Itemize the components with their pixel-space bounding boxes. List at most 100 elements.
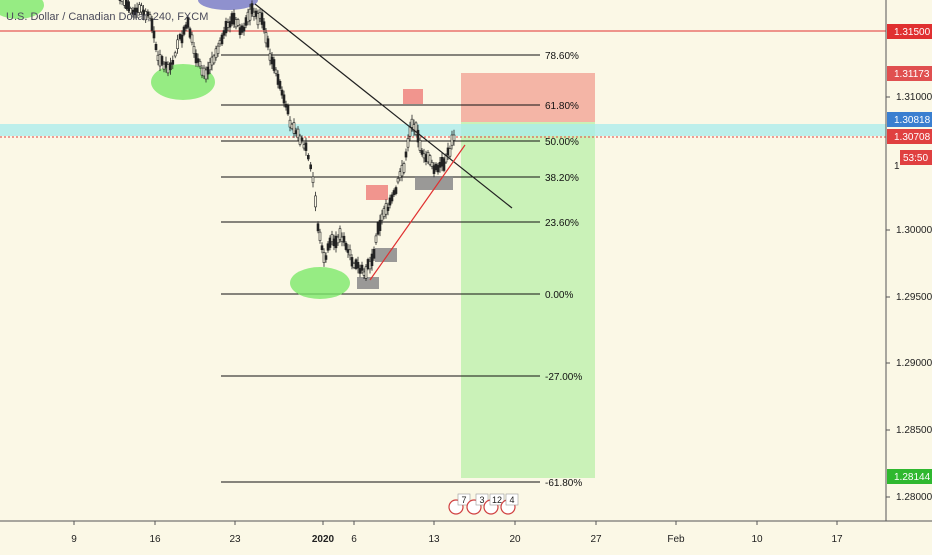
price-label-text: 1.30708	[894, 132, 931, 143]
candle-body	[192, 46, 196, 54]
candle-body	[234, 19, 238, 28]
candle-body	[150, 18, 154, 31]
candle-body	[236, 19, 240, 26]
fib-label-61-8: 61.80%	[545, 101, 579, 112]
candle-body	[420, 150, 424, 155]
candle-body	[452, 134, 456, 141]
candle-body	[311, 176, 315, 183]
candle-body	[244, 17, 248, 26]
candle-body	[188, 28, 192, 38]
candle-body	[216, 45, 220, 54]
candle-body	[330, 234, 334, 242]
candle-body	[160, 56, 164, 65]
uptrend-line[interactable]	[369, 144, 466, 281]
candle-body	[304, 142, 308, 151]
candle-body	[266, 38, 270, 48]
symbol-title[interactable]: U.S. Dollar / Canadian Dollar, 240, FXCM	[6, 11, 208, 23]
candle-body	[182, 26, 186, 35]
badge-box	[457, 493, 471, 506]
take-profit-zone[interactable]	[461, 122, 595, 478]
price-tick: 1.29000	[896, 358, 932, 369]
candle-body	[288, 119, 292, 128]
supply-box[interactable]	[403, 89, 423, 104]
time-axis-bg	[0, 521, 932, 550]
candle-body	[272, 59, 276, 71]
candle-body	[218, 40, 222, 45]
badge-box	[505, 493, 519, 506]
candle-body	[176, 39, 179, 49]
price-tick: 1.28000	[896, 492, 932, 503]
countdown-label	[900, 150, 932, 165]
demand-box[interactable]	[375, 248, 397, 262]
badge-count: 7	[461, 495, 466, 505]
price-label-target	[887, 469, 932, 484]
date-tick: 20	[509, 534, 521, 545]
supply-box-2[interactable]	[366, 185, 388, 200]
candle-body	[280, 89, 284, 96]
price-label-entry	[887, 112, 932, 127]
candle-body	[378, 219, 382, 231]
time-axis[interactable]: 9 16 23 2020 6 13 20 27 Feb 10 17	[0, 520, 932, 550]
price-tick-partial: 1	[894, 161, 900, 172]
candle-body	[226, 22, 230, 28]
candle-body	[328, 237, 332, 248]
candle-body	[344, 242, 348, 250]
stop-loss-zone[interactable]	[461, 73, 595, 122]
candle-body	[125, 0, 128, 9]
candle-body	[296, 128, 300, 139]
candle-body	[414, 122, 418, 136]
candle-body	[348, 249, 352, 256]
bottom-ellipse[interactable]	[290, 267, 350, 299]
candle-body	[309, 164, 313, 170]
price-axis[interactable]: 1.31000 1.30000 1.29500 1.29000 1.28500 …	[885, 0, 932, 521]
candle-body	[156, 54, 160, 61]
candle-body	[184, 24, 188, 29]
candle-body	[356, 261, 360, 269]
candle-body	[256, 13, 260, 26]
candle-body	[370, 253, 374, 266]
swing-low-ellipse-left[interactable]	[0, 0, 44, 19]
candle-body	[146, 11, 150, 17]
price-label-text: 1.28144	[894, 472, 931, 483]
date-tick: 16	[149, 534, 161, 545]
candle-body	[262, 21, 266, 31]
candle-body	[314, 195, 317, 208]
price-label-stop	[887, 66, 932, 81]
demand-box-2[interactable]	[357, 277, 379, 289]
badge-box	[489, 493, 505, 506]
candle-body	[428, 155, 432, 165]
candle-body	[152, 30, 156, 39]
candle-body	[154, 43, 158, 50]
candle-body	[123, 0, 126, 6]
candle-body	[202, 67, 206, 77]
date-tick: Feb	[667, 534, 685, 545]
swing-low-ellipse[interactable]	[151, 64, 215, 100]
candle-body	[358, 268, 362, 274]
candle-body	[210, 56, 214, 66]
candle-body	[173, 52, 177, 57]
demand-box-3[interactable]	[415, 176, 453, 190]
candle-body	[402, 163, 406, 173]
candle-body	[248, 8, 252, 21]
candle-body	[442, 158, 446, 171]
candle-body	[171, 59, 175, 65]
candle-body	[278, 81, 282, 89]
countdown-text: 53:50	[903, 153, 928, 164]
downtrend-line[interactable]	[254, 3, 513, 209]
candle-body	[318, 231, 322, 241]
top-ellipse[interactable]	[198, 0, 258, 10]
candle-body	[390, 194, 394, 202]
fib-label-78-6: 78.60%	[545, 51, 579, 62]
candle-body	[206, 66, 210, 75]
event-badges[interactable]: 7 3 12 4	[448, 493, 519, 515]
date-tick: 13	[428, 534, 440, 545]
fib-label-50: 50.00%	[545, 137, 579, 148]
candle-body	[396, 178, 400, 183]
date-tick: 17	[831, 534, 843, 545]
date-tick: 10	[751, 534, 763, 545]
candle-body	[224, 20, 228, 34]
candle-body	[246, 11, 250, 23]
fib-label-neg-61-8: -61.80%	[545, 478, 582, 489]
